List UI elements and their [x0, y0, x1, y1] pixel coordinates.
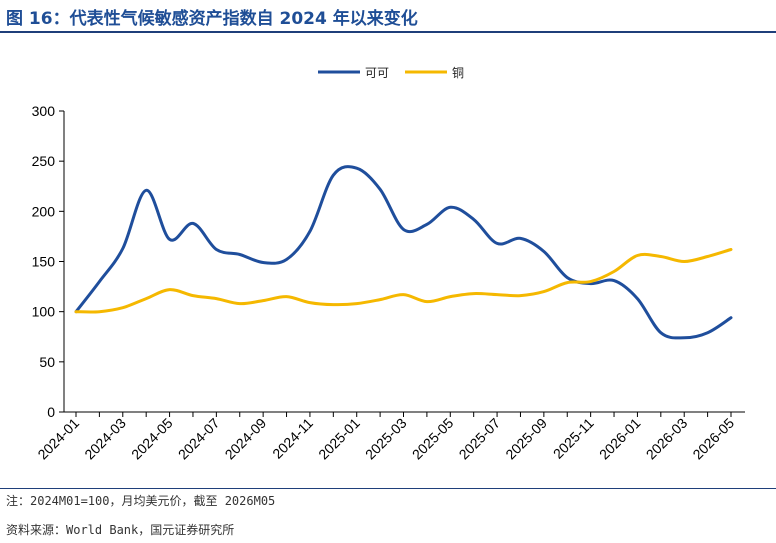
data-point-series-1: [519, 237, 522, 240]
data-point-series-1: [355, 167, 358, 170]
data-point-series-1: [215, 248, 218, 251]
data-point-series-1: [636, 297, 639, 300]
data-point-series-2: [308, 301, 311, 304]
x-tick-label: 2024-09: [222, 415, 270, 463]
x-tick-label: 2025-11: [550, 415, 597, 462]
data-point-series-1: [566, 276, 569, 279]
data-point-series-2: [519, 294, 522, 297]
data-point-series-2: [402, 293, 405, 296]
title-divider: [0, 31, 776, 33]
x-tick-label: 2026-01: [596, 415, 644, 463]
data-point-series-2: [191, 294, 194, 297]
y-tick-label: 250: [32, 153, 56, 169]
series-lines: [74, 165, 733, 340]
data-point-series-2: [168, 288, 171, 291]
data-point-series-1: [542, 250, 545, 253]
y-tick-label: 150: [32, 254, 56, 270]
data-point-series-1: [706, 331, 709, 334]
y-tick-label: 300: [32, 103, 56, 119]
footer-divider: [0, 488, 776, 489]
x-tick-label: 2025-05: [409, 415, 457, 463]
data-point-series-1: [285, 258, 288, 261]
data-point-series-1: [472, 218, 475, 221]
data-point-series-1: [730, 316, 733, 319]
x-tick-label: 2025-03: [362, 415, 410, 463]
legend-label-1: 可可: [365, 66, 389, 80]
y-tick-label: 0: [47, 404, 55, 420]
data-point-series-1: [145, 189, 148, 192]
data-point-series-2: [706, 255, 709, 258]
data-point-series-1: [262, 261, 265, 264]
data-point-series-2: [215, 297, 218, 300]
data-point-series-2: [145, 297, 148, 300]
legend-label-2: 铜: [452, 65, 464, 80]
data-point-series-2: [449, 295, 452, 298]
data-point-series-2: [613, 270, 616, 273]
y-tick-label: 50: [39, 354, 55, 370]
x-tick-label: 2024-03: [81, 415, 129, 463]
data-point-series-2: [659, 255, 662, 258]
x-tick-label: 2025-09: [502, 415, 550, 463]
chart-title: 图 16：代表性气候敏感资产指数自 2024 年以来变化: [6, 9, 418, 29]
data-point-series-1: [659, 331, 662, 334]
data-point-series-2: [285, 295, 288, 298]
series-line-1: [74, 165, 733, 340]
data-point-series-1: [425, 223, 428, 226]
data-point-series-2: [332, 303, 335, 306]
data-point-series-1: [332, 174, 335, 177]
x-tick-label: 2026-03: [643, 415, 691, 463]
data-point-series-2: [472, 292, 475, 295]
data-point-series-2: [542, 290, 545, 293]
data-point-series-2: [98, 310, 101, 313]
x-tick-label: 2024-11: [269, 415, 316, 462]
x-axis: 2024-01 2024-03 2024-05 2024-07 2024-09 2024-…: [34, 411, 745, 463]
data-point-series-1: [98, 280, 101, 283]
data-point-series-2: [589, 280, 592, 283]
data-point-series-2: [425, 300, 428, 303]
data-point-series-2: [636, 254, 639, 257]
data-point-series-2: [566, 281, 569, 284]
data-point-series-1: [191, 222, 194, 225]
data-point-series-1: [121, 247, 124, 250]
data-point-series-1: [402, 228, 405, 231]
data-point-series-1: [238, 253, 241, 256]
data-point-series-2: [121, 306, 124, 309]
x-tick-label: 2025-01: [315, 415, 363, 463]
chart-note: 注：2024M01=100，月均美元价，截至 2026M05: [6, 494, 276, 508]
x-tick-label: 2024-07: [175, 415, 223, 463]
data-point-series-2: [379, 298, 382, 301]
data-point-series-2: [730, 248, 733, 251]
data-point-series-2: [355, 302, 358, 305]
data-point-series-2: [683, 260, 686, 263]
y-tick-label: 200: [32, 203, 56, 219]
legend: 可可 铜: [318, 65, 464, 80]
x-tick-label: 2024-01: [34, 415, 82, 463]
data-point-series-2: [496, 293, 499, 296]
chart-source: 资料来源：World Bank，国元证券研究所: [6, 523, 235, 537]
data-point-series-1: [683, 336, 686, 339]
data-point-series-1: [496, 242, 499, 245]
data-point-series-1: [613, 279, 616, 282]
x-tick-label: 2026-05: [689, 415, 737, 463]
data-point-series-1: [449, 206, 452, 209]
x-tick-label: 2025-07: [456, 415, 504, 463]
y-axis: 0 50 100 150 200 250 300: [32, 103, 65, 420]
line-chart: 可可铜 050100150200250300 2024-01 2024-03 202…: [32, 65, 745, 463]
data-point-series-1: [308, 230, 311, 233]
x-tick-label: 2024-05: [128, 415, 176, 463]
data-point-series-1: [379, 188, 382, 191]
data-point-series-1: [168, 238, 171, 241]
data-point-series-2: [75, 310, 78, 313]
data-point-series-2: [238, 302, 241, 305]
series-line-2: [74, 248, 733, 314]
data-point-series-2: [262, 299, 265, 302]
y-tick-label: 100: [32, 304, 56, 320]
